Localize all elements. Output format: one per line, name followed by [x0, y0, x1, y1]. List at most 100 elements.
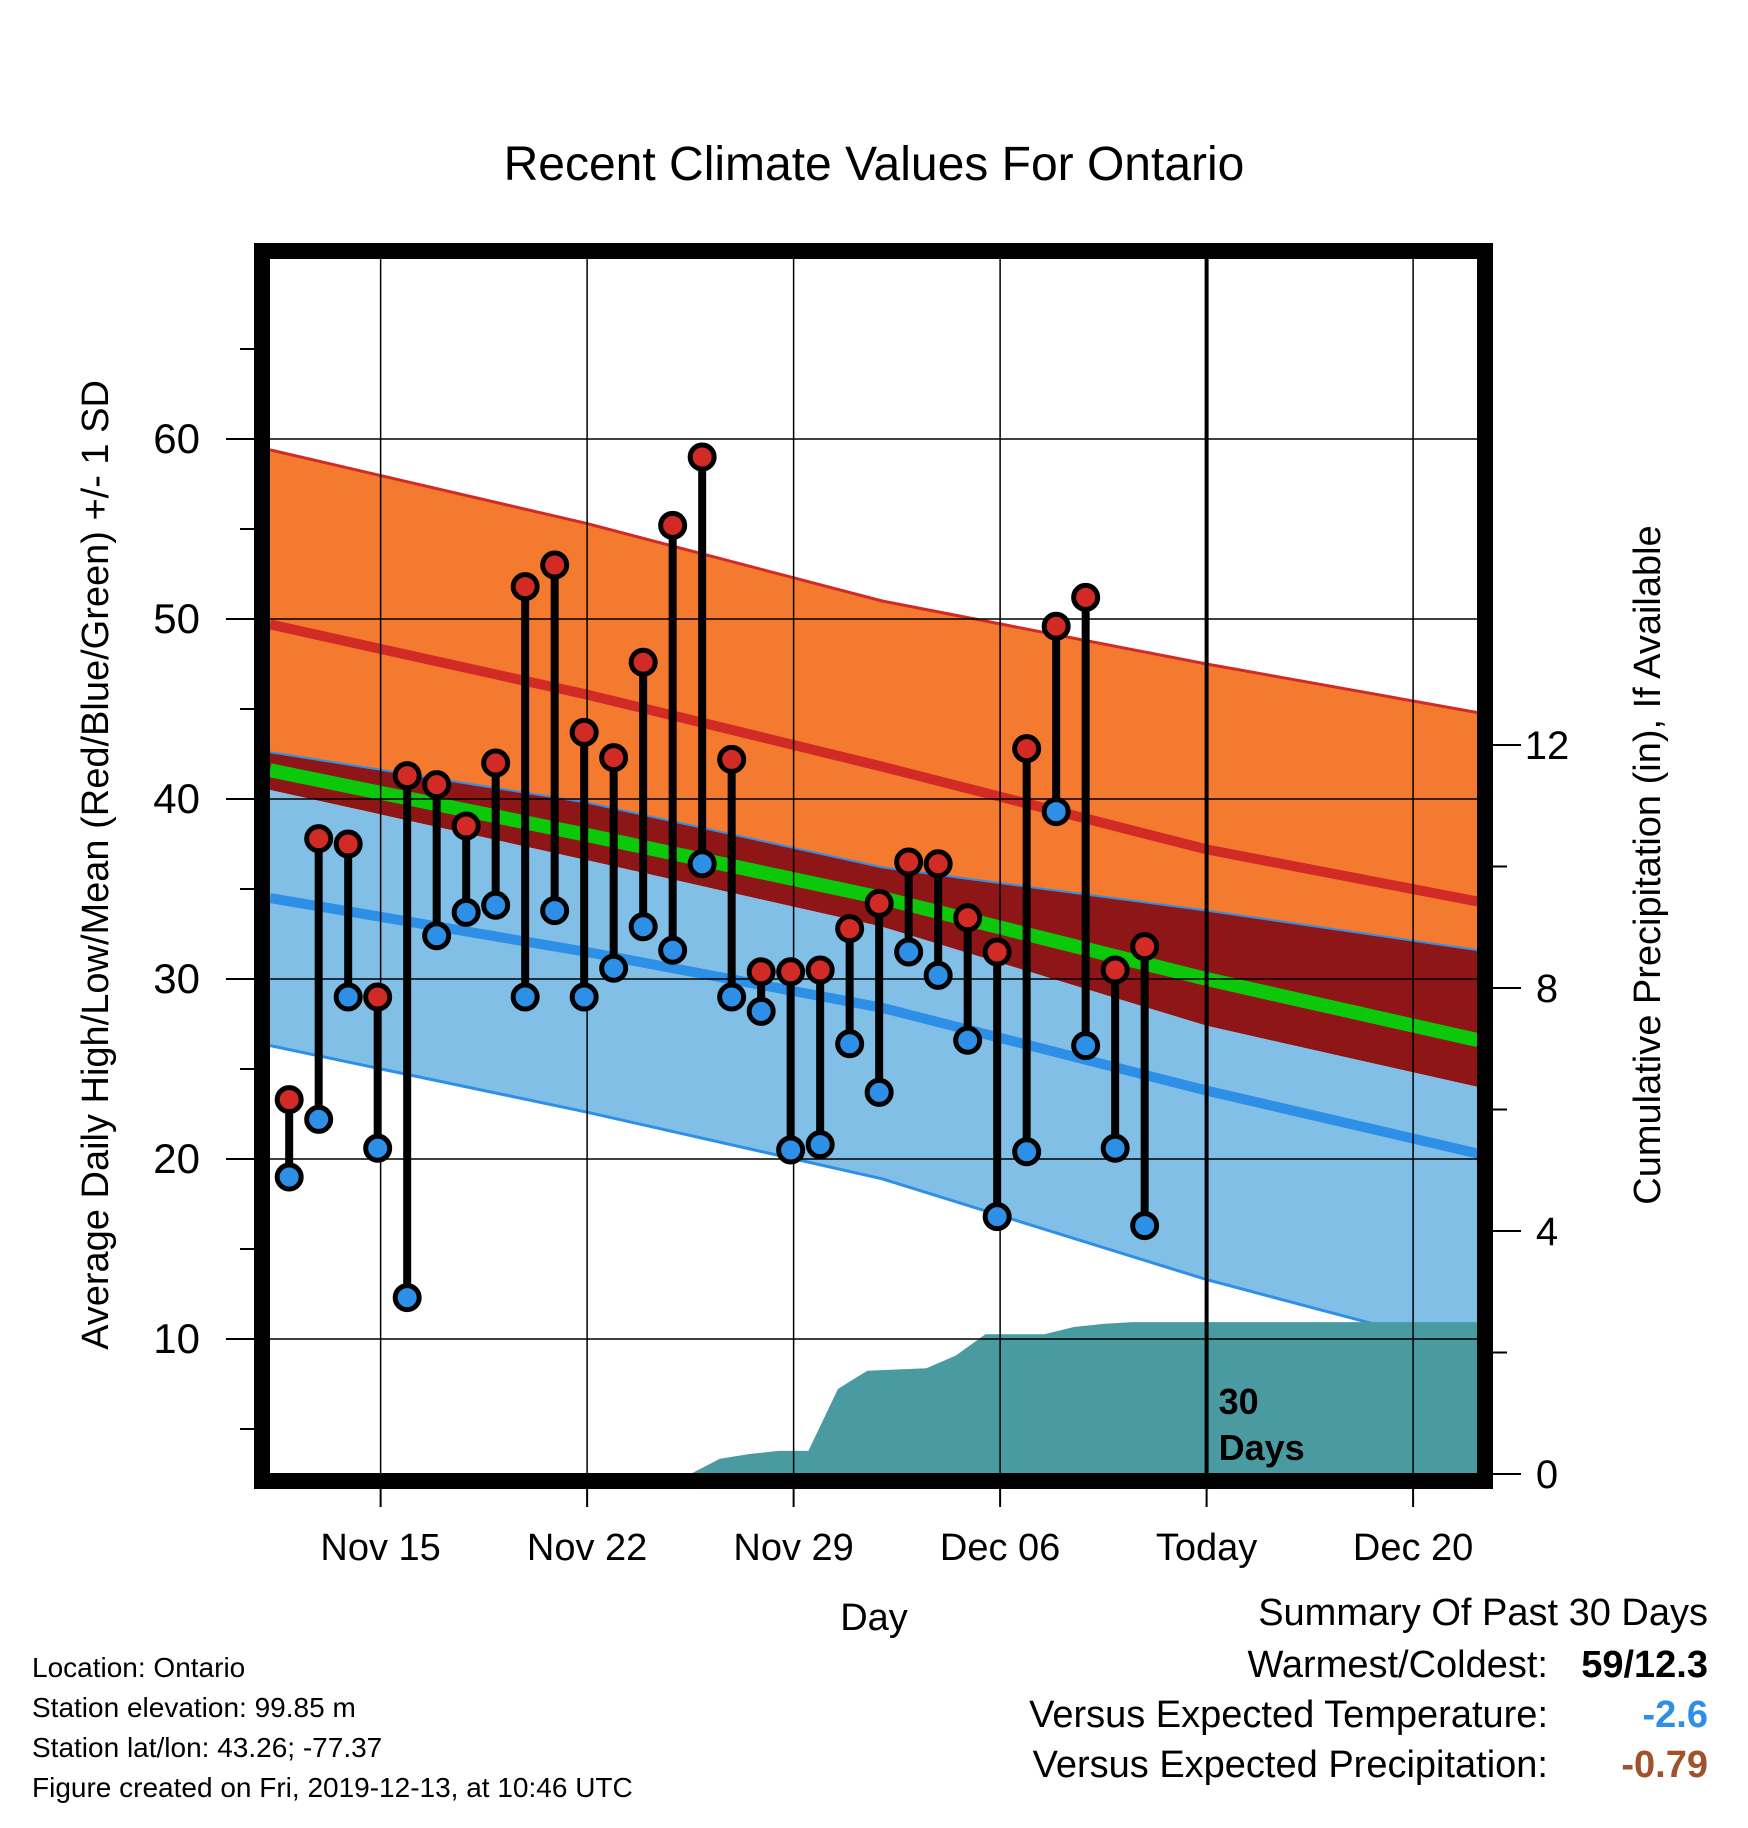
low-point [540, 896, 570, 926]
high-point [982, 937, 1012, 967]
x-tick-label: Dec 20 [1353, 1527, 1473, 1569]
high-point [363, 982, 393, 1012]
low-point [1071, 1031, 1101, 1061]
x-tick-label: Nov 22 [527, 1527, 647, 1569]
summary-title: Summary Of Past 30 Days [1258, 1592, 1708, 1634]
temp-label: Versus Expected Temperature: [1029, 1694, 1548, 1736]
low-point [304, 1104, 334, 1134]
x-tick-label: Dec 06 [940, 1527, 1060, 1569]
warmest-label: Warmest/Coldest: [1247, 1644, 1548, 1686]
warmest-value: 59/12.3 [1581, 1644, 1708, 1686]
low-point [746, 996, 776, 1026]
high-point [599, 743, 629, 773]
y2-tick-label: 4 [1536, 1210, 1558, 1254]
x-tick-label: Nov 29 [733, 1527, 853, 1569]
axes: Nov 15 Nov 22 Nov 29 Dec 06 Today Dec 20 10 20 3… [153, 243, 1570, 1569]
location-text: Location: Ontario [32, 1652, 246, 1683]
elevation-text: Station elevation: 99.85 m [32, 1692, 356, 1723]
low-point [1100, 1133, 1130, 1163]
low-point [392, 1283, 422, 1313]
low-point [717, 982, 747, 1012]
high-point [776, 957, 806, 987]
high-point [1130, 932, 1160, 962]
high-point [894, 847, 924, 877]
low-point [481, 890, 511, 920]
high-point [481, 748, 511, 778]
high-point [451, 811, 481, 841]
high-point [628, 647, 658, 677]
y-tick-label: 60 [153, 415, 200, 462]
low-point [982, 1202, 1012, 1232]
low-point [569, 982, 599, 1012]
high-point [422, 770, 452, 800]
precip-label: Versus Expected Precipitation: [1032, 1744, 1548, 1786]
today-annotation: 30 [1219, 1381, 1259, 1422]
high-point [1012, 734, 1042, 764]
high-sd-band [270, 449, 1478, 951]
precipitation-area [690, 1322, 1478, 1474]
low-point [510, 982, 540, 1012]
created-text: Figure created on Fri, 2019-12-13, at 10… [32, 1772, 633, 1803]
high-point [1041, 611, 1071, 641]
low-point [274, 1162, 304, 1192]
high-point [658, 510, 688, 540]
high-mean-line [270, 619, 1478, 907]
low-point [628, 912, 658, 942]
high-upper-line [270, 448, 1478, 715]
low-point [333, 982, 363, 1012]
low-point [953, 1025, 983, 1055]
y2-axis-label: Cumulative Precipitation (in), If Availa… [1627, 525, 1669, 1204]
low-lower-line [270, 1044, 1478, 1354]
high-point [864, 888, 894, 918]
temp-value: -2.6 [1642, 1694, 1708, 1736]
chart-title: Recent Climate Values For Ontario [504, 138, 1245, 191]
x-axis-label: Day [840, 1597, 908, 1639]
high-point [805, 955, 835, 985]
precip-value: -0.79 [1621, 1744, 1708, 1786]
low-point [599, 953, 629, 983]
high-point [835, 914, 865, 944]
high-point [274, 1085, 304, 1115]
low-point [805, 1130, 835, 1160]
y-tick-label: 20 [153, 1135, 200, 1182]
low-point [776, 1135, 806, 1165]
y2-tick-label: 8 [1536, 967, 1558, 1011]
high-point [569, 717, 599, 747]
high-point [746, 957, 776, 987]
high-point [923, 849, 953, 879]
high-point [1071, 582, 1101, 612]
low-point [1130, 1211, 1160, 1241]
high-lower-line [270, 751, 1478, 952]
x-tick-label: Nov 15 [320, 1527, 440, 1569]
y2-tick-label: 0 [1536, 1453, 1558, 1497]
low-point [1012, 1137, 1042, 1167]
x-tick-label: Today [1156, 1527, 1257, 1569]
y2-tick-label: 12 [1525, 724, 1570, 768]
today-annotation: Days [1219, 1427, 1305, 1468]
low-point [1041, 797, 1071, 827]
high-point [510, 572, 540, 602]
high-point [1100, 955, 1130, 985]
high-point [717, 744, 747, 774]
y-tick-label: 10 [153, 1315, 200, 1362]
high-point [333, 829, 363, 859]
y-tick-label: 40 [153, 775, 200, 822]
high-point [953, 903, 983, 933]
y-tick-label: 50 [153, 595, 200, 642]
low-point [923, 960, 953, 990]
high-point [304, 824, 334, 854]
high-point [540, 550, 570, 580]
plot-area [270, 259, 1478, 1474]
y-tick-label: 30 [153, 955, 200, 1002]
low-point [451, 897, 481, 927]
low-sd-band [270, 790, 1478, 1352]
high-point [687, 442, 717, 472]
low-point [658, 935, 688, 965]
latlon-text: Station lat/lon: 43.26; -77.37 [32, 1732, 383, 1763]
low-point [894, 937, 924, 967]
y-axis-label: Average Daily High/Low/Mean (Red/Blue/Gr… [75, 380, 117, 1350]
low-point [687, 849, 717, 879]
low-point [835, 1029, 865, 1059]
low-point [363, 1133, 393, 1163]
